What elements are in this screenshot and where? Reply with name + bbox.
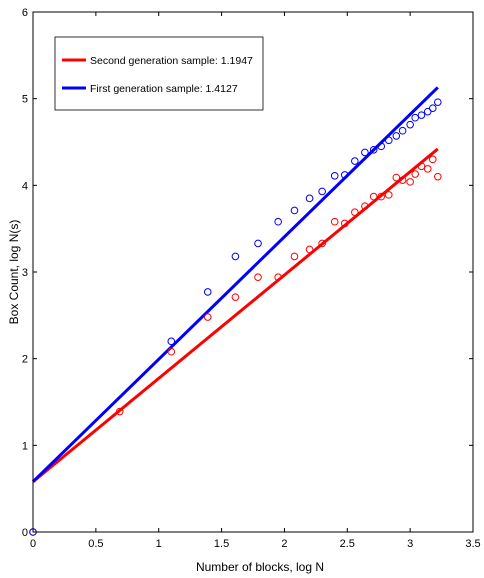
x-tick-label-5: 2.5: [340, 538, 355, 550]
x-tick-label-3: 1.5: [214, 538, 229, 550]
data-point-second-generation-23: [428, 155, 437, 164]
data-point-second-generation-1: [115, 407, 124, 416]
data-point-first-generation-20: [417, 111, 426, 119]
data-point-second-generation-3: [203, 313, 212, 321]
legend: Second generation sample: 1.1947 First g…: [54, 36, 264, 111]
data-point-second-generation-21: [417, 162, 426, 171]
data-point-second-generation-5: [254, 273, 262, 282]
data-point-second-generation-14: [369, 192, 378, 201]
x-tick-label-0: 0: [30, 538, 36, 550]
y-tick-label-2: 2: [22, 354, 28, 366]
fit-line-second-generation: [32, 147, 439, 483]
data-point-second-generation-17: [392, 173, 401, 182]
data-point-first-generation-2: [203, 288, 212, 296]
data-point-second-generation-7: [290, 252, 299, 261]
data-point-first-generation-16: [392, 132, 401, 140]
data-point-second-generation-10: [330, 217, 339, 226]
data-point-second-generation-4: [231, 293, 240, 301]
x-axis-title: Number of blocks, log N: [196, 560, 324, 574]
data-point-first-generation-13: [369, 146, 378, 154]
data-point-second-generation-16: [384, 191, 393, 199]
x-tick-label-7: 3.5: [465, 538, 480, 550]
data-point-first-generation-14: [377, 142, 386, 151]
data-point-second-generation-24: [434, 172, 442, 181]
data-point-first-generation-21: [423, 107, 432, 116]
data-point-first-generation-18: [406, 120, 414, 129]
fit-line-first-generation: [31, 86, 439, 483]
data-point-first-generation-23: [434, 98, 442, 106]
data-point-second-generation-18: [398, 176, 407, 184]
x-tick-label-1: 0.5: [88, 538, 103, 550]
data-point-first-generation-7: [305, 194, 314, 203]
data-point-second-generation-19: [406, 178, 414, 186]
data-point-first-generation-8: [318, 187, 326, 196]
data-point-second-generation-11: [340, 219, 349, 228]
data-point-second-generation-13: [361, 202, 369, 210]
data-point-second-generation-6: [274, 273, 282, 282]
data-point-first-generation-5: [274, 217, 282, 226]
data-point-second-generation-20: [411, 170, 419, 178]
data-point-first-generation-12: [361, 148, 369, 157]
data-point-first-generation-19: [411, 113, 419, 122]
data-point-first-generation-1: [167, 337, 176, 346]
data-point-first-generation-6: [290, 206, 299, 215]
x-tick-label-6: 3: [407, 538, 413, 550]
x-tick-label-4: 2: [281, 538, 287, 550]
data-point-second-generation-2: [167, 347, 176, 356]
fit-lines: [31, 86, 439, 483]
data-point-first-generation-22: [428, 104, 437, 112]
axes: [32, 11, 474, 533]
y-tick-label-0: 0: [22, 527, 28, 539]
data-point-second-generation-12: [351, 208, 359, 216]
data-point-first-generation-15: [384, 136, 393, 145]
data-point-first-generation-11: [351, 157, 359, 165]
data-point-first-generation-9: [330, 172, 339, 180]
data-point-second-generation-9: [318, 239, 326, 248]
y-tick-label-4: 4: [22, 180, 28, 192]
legend-box: [54, 36, 264, 111]
y-tick-label-6: 6: [22, 7, 28, 19]
y-tick-label-5: 5: [22, 94, 28, 106]
data-point-second-generation-22: [423, 165, 432, 173]
data-point-second-generation-8: [305, 245, 314, 254]
y-axis-title: Box Count, log N(s): [7, 220, 21, 325]
y-tick-label-1: 1: [22, 440, 28, 452]
data-point-first-generation-17: [398, 126, 407, 135]
x-tick-label-2: 1: [156, 538, 162, 550]
data-point-first-generation-4: [254, 239, 262, 248]
data-point-first-generation-3: [231, 252, 240, 261]
tick-labels: 0 0.5 1 1.5 2 2.5 3 3.5 0 1 2 3 4 5 6: [22, 7, 481, 550]
y-tick-label-3: 3: [22, 267, 28, 279]
data-point-second-generation-15: [377, 192, 386, 201]
legend-label-second-generation: Second generation sample: 1.1947: [90, 55, 253, 67]
data-point-first-generation-10: [340, 171, 349, 179]
legend-label-first-generation: First generation sample: 1.4127: [90, 83, 238, 95]
